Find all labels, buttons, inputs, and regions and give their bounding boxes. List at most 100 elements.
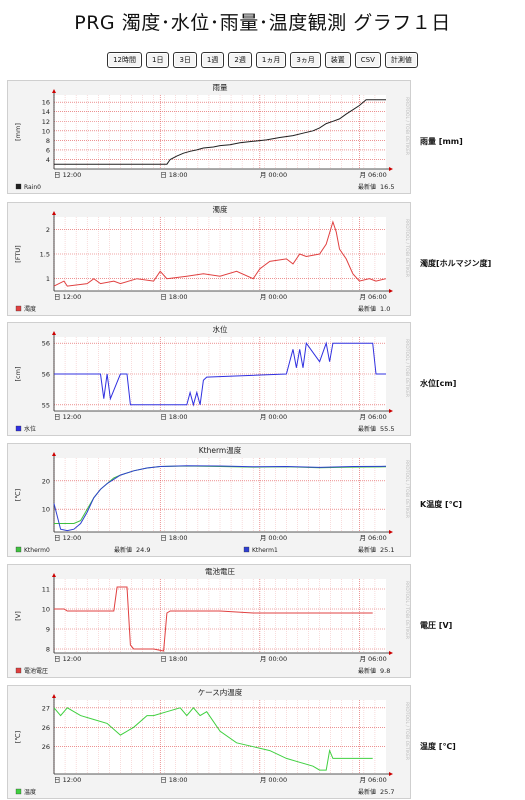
- chart-title: 雨量: [213, 83, 228, 92]
- series-line: [54, 586, 373, 652]
- chart-panel: 1 1.5 2 日 12:00 日 18:00 月 00:00 月 06:00 濁度 [FTU]…: [7, 202, 411, 316]
- x-tick-label: 日 12:00: [54, 413, 81, 421]
- watermark: RRDTOOL / TOBI OETIKER: [404, 460, 410, 518]
- x-tick-label: 日 18:00: [160, 534, 187, 542]
- legend-swatch: [15, 546, 22, 553]
- latest-value: 55.5: [380, 425, 394, 433]
- btn-12h[interactable]: 12時間: [107, 52, 142, 68]
- y-axis-arrow: [52, 694, 56, 698]
- latest-label: 最新値: [358, 667, 376, 675]
- x-tick-label: 日 18:00: [160, 413, 187, 421]
- btn-csv[interactable]: CSV: [354, 52, 381, 68]
- chart-panel: 55 56 56 日 12:00 日 18:00 月 00:00 月 06:00 水位 [cm]…: [7, 322, 411, 436]
- x-tick-label: 日 12:00: [54, 534, 81, 542]
- latest-label: 最新値: [358, 546, 376, 554]
- chart-title: 濁度: [213, 204, 228, 214]
- legend-label: 水位: [24, 425, 36, 433]
- btn-device[interactable]: 装置: [324, 52, 351, 68]
- legend-label: Ktherm1: [252, 547, 278, 554]
- chart-svg: 8 9 10 11 日 12:00 日 18:00 月 00:00 月 06:00 電池電圧 [V…: [14, 566, 410, 675]
- x-tick-label: 日 12:00: [54, 776, 81, 784]
- legend-swatch: [15, 667, 22, 674]
- y-axis-arrow: [52, 211, 56, 215]
- y-axis-arrow: [52, 573, 56, 577]
- y-tick-label: 56: [42, 371, 50, 379]
- chart-title: 電池電圧: [205, 566, 235, 576]
- chart-panel: 8 9 10 11 日 12:00 日 18:00 月 00:00 月 06:00 電池電圧 [V…: [7, 564, 411, 678]
- chart-svg: 1 1.5 2 日 12:00 日 18:00 月 00:00 月 06:00 濁度 [FTU]…: [14, 204, 410, 313]
- y-tick-label: 27: [42, 704, 50, 712]
- y-tick-label: 1.5: [40, 251, 50, 259]
- legend-label: Rain0: [24, 184, 41, 191]
- x-axis-arrow: [389, 530, 393, 534]
- series-line: [54, 99, 386, 165]
- x-axis-arrow: [389, 772, 393, 776]
- latest-label: 最新値: [358, 305, 376, 313]
- legend-label: Ktherm0: [24, 547, 50, 554]
- x-tick-label: 月 00:00: [260, 413, 287, 421]
- side-label: 温度 [℃]: [420, 742, 456, 751]
- period-button-bar: 12時間 1日 3日 1週 2週 1ヵ月 3ヵ月 装置 CSV 計測値: [0, 52, 525, 68]
- x-tick-label: 日 18:00: [160, 293, 187, 301]
- y-axis-label: [℃]: [14, 489, 22, 501]
- latest-label: 最新値: [114, 546, 132, 554]
- btn-measurements[interactable]: 計測値: [384, 52, 418, 68]
- latest-value: 25.1: [380, 546, 394, 554]
- legend-label: 温度: [24, 788, 36, 796]
- x-tick-label: 日 12:00: [54, 171, 81, 179]
- btn-1month[interactable]: 1ヵ月: [255, 52, 287, 68]
- y-axis-label: [V]: [14, 611, 22, 621]
- x-tick-label: 月 00:00: [260, 534, 287, 542]
- y-tick-label: 8: [46, 137, 50, 145]
- y-tick-label: 10: [42, 606, 50, 614]
- series-line: [54, 341, 386, 407]
- x-tick-label: 日 18:00: [160, 776, 187, 784]
- page-title: PRG 濁度･水位･雨量･温度観測 グラフ１日: [74, 12, 451, 34]
- legend-swatch: [15, 305, 22, 312]
- y-axis-label: [℃]: [14, 731, 22, 743]
- series-line: [53, 465, 387, 532]
- y-axis-arrow: [52, 89, 56, 93]
- y-tick-label: 10: [42, 127, 50, 135]
- watermark: RRDTOOL / TOBI OETIKER: [404, 219, 410, 277]
- btn-1day[interactable]: 1日: [145, 52, 170, 68]
- legend-swatch: [15, 425, 22, 432]
- x-axis-arrow: [389, 409, 393, 413]
- latest-label: 最新値: [358, 788, 376, 796]
- watermark: RRDTOOL / TOBI OETIKER: [404, 702, 410, 760]
- x-tick-label: 月 06:00: [359, 171, 386, 179]
- series-line: [53, 707, 373, 771]
- y-axis-arrow: [52, 331, 56, 335]
- latest-value: 1.0: [380, 305, 390, 313]
- btn-3month[interactable]: 3ヵ月: [290, 52, 321, 68]
- side-label: K温度 [℃]: [420, 500, 462, 509]
- y-tick-label: 1: [46, 275, 50, 283]
- watermark: RRDTOOL / TOBI OETIKER: [404, 581, 410, 639]
- chart-title: 水位: [213, 324, 228, 334]
- latest-value: 25.7: [380, 788, 394, 796]
- btn-2week[interactable]: 2週: [228, 52, 252, 68]
- legend-swatch: [243, 546, 250, 553]
- chart-panel: 26 26 27 日 12:00 日 18:00 月 00:00 月 06:00 ケース内温度…: [7, 685, 411, 799]
- btn-3day[interactable]: 3日: [173, 52, 197, 68]
- y-tick-label: 6: [46, 146, 50, 154]
- x-tick-label: 月 06:00: [359, 413, 386, 421]
- legend-label: 電池電圧: [24, 667, 48, 675]
- y-axis-arrow: [52, 452, 56, 456]
- x-tick-label: 月 00:00: [260, 776, 287, 784]
- y-tick-label: 4: [46, 156, 50, 164]
- y-tick-label: 12: [42, 118, 50, 126]
- x-tick-label: 月 00:00: [260, 655, 287, 663]
- chart-panel: 10 20 日 12:00 日 18:00 月 00:00 月 06:00 Ktherm温度…: [7, 443, 411, 557]
- y-tick-label: 8: [46, 646, 50, 654]
- side-label: 水位[cm]: [420, 379, 457, 388]
- x-tick-label: 月 00:00: [260, 293, 287, 301]
- watermark: RRDTOOL / TOBI OETIKER: [404, 97, 410, 155]
- y-tick-label: 16: [42, 99, 50, 107]
- x-tick-label: 日 12:00: [54, 655, 81, 663]
- side-label: 濁度[ホルマジン度]: [420, 259, 492, 268]
- x-tick-label: 月 06:00: [359, 534, 386, 542]
- btn-1week[interactable]: 1週: [200, 52, 225, 68]
- x-tick-label: 日 12:00: [54, 293, 81, 301]
